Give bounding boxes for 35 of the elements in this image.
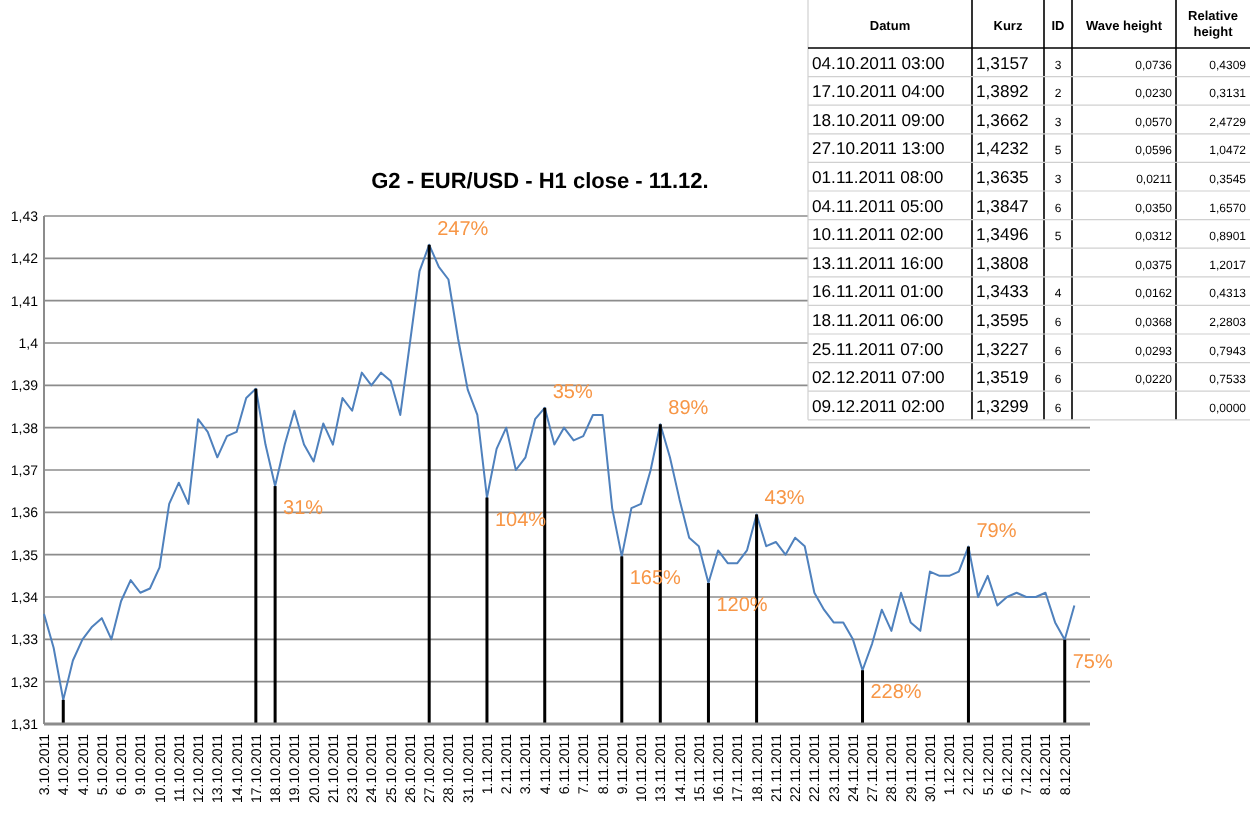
- text: 04.11.2011 05:00: [812, 195, 944, 216]
- text: 1,3635: [976, 167, 1029, 187]
- text: 18.10.2011 09:00: [812, 109, 945, 130]
- annotation: 247%: [437, 218, 489, 241]
- text: 25.11.2011 07:00: [812, 338, 944, 359]
- text: 1,3433: [976, 281, 1029, 302]
- text: 13.11.2011 16:00: [812, 252, 944, 273]
- text: 17.10.2011 04:00: [812, 81, 945, 102]
- annotation: 43%: [764, 488, 805, 511]
- line-series: [43, 243, 1076, 701]
- text: 01.11.2011 08:00: [812, 167, 944, 187]
- text: 1,3227: [976, 338, 1029, 359]
- text: 1,3496: [976, 224, 1029, 245]
- text: 1,3595: [976, 310, 1029, 330]
- text: 27.10.2011 13:00: [812, 138, 945, 159]
- annotation: 79%: [976, 520, 1017, 543]
- text: 1,4232: [976, 138, 1029, 159]
- text: 18.11.2011 06:00: [812, 310, 944, 330]
- text: 04.10.2011 03:00: [812, 52, 945, 73]
- text: 1,3662: [976, 109, 1029, 130]
- text: 1,3519: [976, 367, 1029, 388]
- chart-title: G2 - EUR/USD - H1 close - 11.12.: [371, 170, 709, 194]
- annotation: 75%: [1072, 651, 1113, 674]
- text: 10.11.2011 02:00: [812, 224, 944, 245]
- text: 02.12.2011 07:00: [812, 367, 945, 388]
- annotation: 89%: [668, 398, 709, 421]
- text: 09.12.2011 02:00: [812, 395, 945, 416]
- text: 1,3157: [976, 52, 1029, 73]
- annotation: 228%: [870, 682, 922, 705]
- text: 16.11.2011 01:00: [812, 281, 944, 302]
- text: 1,3892: [976, 81, 1029, 102]
- text: 1,3847: [976, 195, 1029, 216]
- annotation: 35%: [552, 381, 593, 404]
- text: 1,3299: [976, 395, 1029, 416]
- text: 1,3808: [976, 252, 1029, 273]
